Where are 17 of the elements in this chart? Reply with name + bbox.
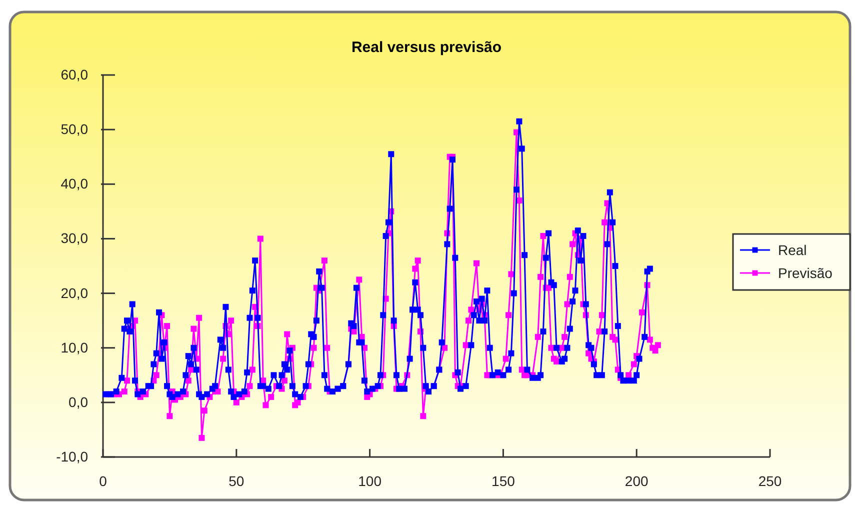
chart-title: Real versus previsão [351, 39, 502, 56]
y-tick-label: 60,0 [60, 66, 88, 82]
y-tick-label: -10,0 [56, 448, 88, 464]
x-tick-label: 50 [228, 473, 244, 490]
y-tick-label: 30,0 [60, 230, 88, 246]
y-tick-label: 20,0 [60, 284, 88, 301]
legend-label: Previsão [778, 265, 833, 281]
x-tick-label: 100 [358, 473, 382, 490]
legend-label: Real [778, 242, 807, 258]
x-tick-label: 0 [99, 473, 108, 490]
x-tick-label: 150 [492, 473, 516, 490]
x-tick-label: 250 [758, 473, 782, 490]
y-tick-label: 10,0 [60, 339, 88, 356]
y-tick-label: 0,0 [68, 394, 88, 410]
y-tick-label: 40,0 [60, 176, 88, 192]
x-tick-label: 200 [624, 473, 648, 490]
y-tick-label: 50,0 [60, 121, 88, 138]
